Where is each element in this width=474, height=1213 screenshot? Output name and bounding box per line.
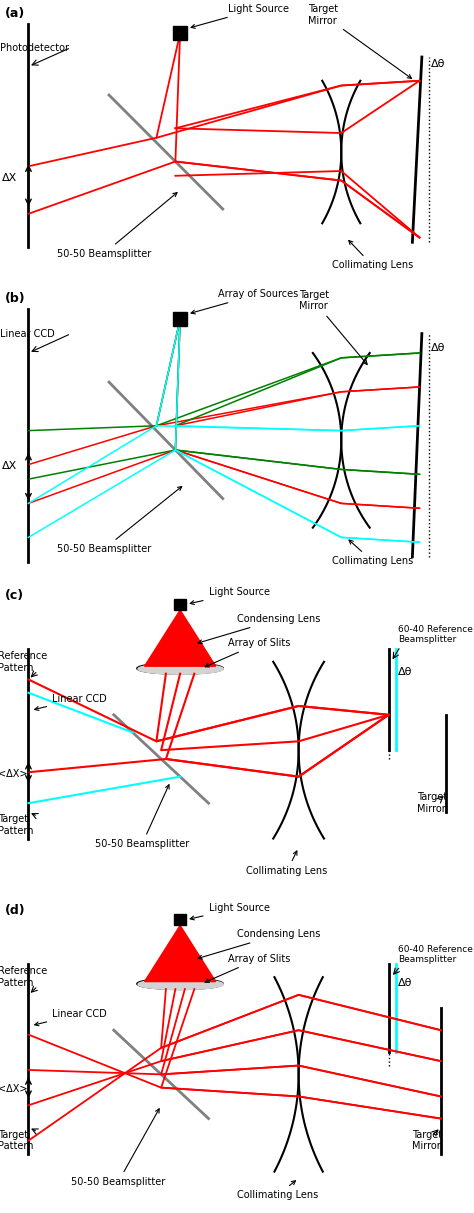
Text: <ΔX>: <ΔX>	[0, 1084, 27, 1094]
Bar	[173, 312, 187, 326]
Text: Δθ: Δθ	[431, 342, 446, 353]
Text: ΔX: ΔX	[2, 172, 18, 182]
Text: Collimating Lens: Collimating Lens	[332, 540, 413, 566]
Text: <ΔX>: <ΔX>	[0, 769, 27, 779]
Text: Linear CCD: Linear CCD	[0, 329, 55, 338]
Text: Reference
Pattern: Reference Pattern	[0, 651, 47, 672]
Text: Collimating Lens: Collimating Lens	[237, 1180, 318, 1200]
Text: Photodetector: Photodetector	[0, 42, 69, 52]
Text: Condensing Lens: Condensing Lens	[198, 614, 320, 644]
Text: 50-50 Beamsplitter: 50-50 Beamsplitter	[71, 1109, 165, 1186]
Text: Array of Slits: Array of Slits	[205, 953, 290, 983]
Text: 60-40 Reference
Beamsplitter: 60-40 Reference Beamsplitter	[398, 945, 473, 964]
Text: Linear CCD: Linear CCD	[35, 694, 107, 711]
Text: Light Source: Light Source	[190, 902, 270, 919]
Text: 50-50 Beamsplitter: 50-50 Beamsplitter	[95, 785, 189, 849]
Polygon shape	[145, 610, 216, 666]
Text: 50-50 Beamsplitter: 50-50 Beamsplitter	[57, 193, 177, 258]
Text: Array of Slits: Array of Slits	[205, 638, 290, 667]
Text: Collimating Lens: Collimating Lens	[332, 240, 413, 270]
Text: (a): (a)	[5, 7, 25, 21]
Text: 60-40 Reference
Beamsplitter: 60-40 Reference Beamsplitter	[398, 625, 473, 644]
Text: ΔX: ΔX	[2, 461, 18, 472]
Bar	[173, 27, 187, 40]
Text: Linear CCD: Linear CCD	[35, 1009, 107, 1026]
Bar	[174, 913, 186, 926]
Text: Target
Mirror: Target Mirror	[308, 4, 411, 79]
Text: Array of Sources: Array of Sources	[191, 289, 298, 314]
Text: Target
Pattern: Target Pattern	[0, 1129, 33, 1151]
Text: Light Source: Light Source	[190, 587, 270, 604]
Text: (d): (d)	[5, 904, 26, 917]
Text: Reference
Pattern: Reference Pattern	[0, 967, 47, 987]
Text: Light Source: Light Source	[191, 4, 289, 28]
Text: (b): (b)	[5, 292, 26, 306]
Text: Collimating Lens: Collimating Lens	[246, 852, 328, 876]
Text: Target
Mirror: Target Mirror	[417, 792, 447, 814]
Text: Condensing Lens: Condensing Lens	[198, 929, 320, 959]
Text: Target
Mirror: Target Mirror	[299, 290, 367, 364]
Text: Target
Pattern: Target Pattern	[0, 814, 33, 836]
Text: 50-50 Beamsplitter: 50-50 Beamsplitter	[57, 486, 182, 554]
Text: Target
Mirror: Target Mirror	[412, 1129, 443, 1151]
Polygon shape	[145, 926, 216, 981]
Text: Δθ: Δθ	[431, 58, 446, 68]
Text: Δθ: Δθ	[398, 667, 412, 677]
Text: (c): (c)	[5, 588, 24, 602]
Text: Δθ: Δθ	[398, 978, 412, 989]
Bar	[174, 598, 186, 610]
